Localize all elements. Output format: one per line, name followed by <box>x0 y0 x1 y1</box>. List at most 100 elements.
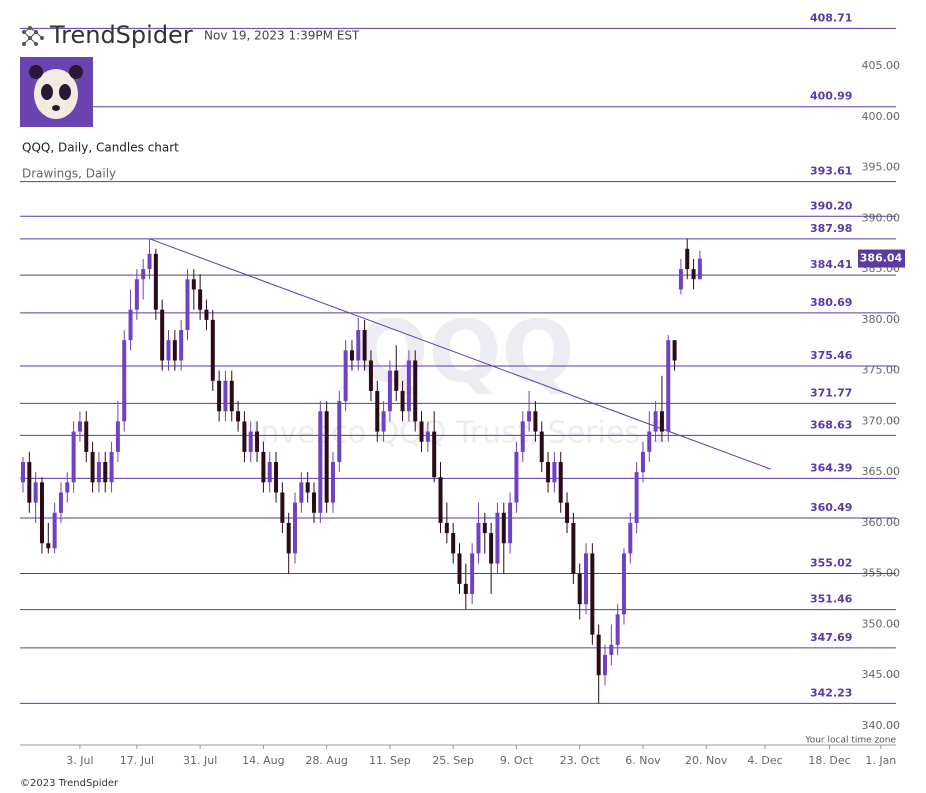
candle-body <box>501 512 506 544</box>
y-tick-label: 405.00 <box>862 59 901 72</box>
candle-body <box>141 269 146 280</box>
candle-body <box>134 279 139 310</box>
y-tick-label: 350.00 <box>862 617 901 630</box>
candle-body <box>185 279 190 331</box>
candle-body <box>470 553 475 595</box>
candle-body <box>293 502 298 554</box>
candle-body <box>147 253 152 270</box>
candle-body <box>153 253 158 310</box>
x-tick-label: 9. Oct <box>500 754 534 767</box>
candle-body <box>685 248 690 270</box>
candle-body <box>691 269 696 280</box>
candle-body <box>444 522 449 534</box>
x-tick-label: 14. Aug <box>242 754 284 767</box>
candle-body <box>261 451 266 483</box>
x-tick-label: 6. Nov <box>625 754 661 767</box>
candle-body <box>210 319 215 381</box>
candle-body <box>621 553 626 615</box>
candle-body <box>539 431 544 463</box>
x-tick-label: 23. Oct <box>560 754 601 767</box>
x-tick-label: 18. Dec <box>808 754 850 767</box>
chart-title: QQQ, Daily, Candles chart <box>22 141 179 155</box>
candle-body <box>552 462 557 483</box>
x-tick-label: 25. Sep <box>432 754 474 767</box>
candle-body <box>267 462 272 483</box>
candle-body <box>577 573 582 605</box>
x-tick-label: 31. Jul <box>183 754 217 767</box>
candle-body <box>122 340 127 422</box>
candle-body <box>438 477 443 523</box>
candle-body <box>96 462 101 483</box>
candle-body <box>349 350 354 361</box>
candle-body <box>463 583 468 595</box>
y-tick-label: 340.00 <box>862 719 901 732</box>
candle-body <box>84 421 89 452</box>
y-tick-label: 365.00 <box>862 465 901 478</box>
candle-body <box>172 340 177 361</box>
candle-body <box>375 390 380 432</box>
candle-body <box>71 431 76 483</box>
candle-body <box>33 482 38 503</box>
candle-body <box>520 421 525 452</box>
candle-body <box>476 522 481 554</box>
level-label: 371.77 <box>810 386 852 399</box>
x-tick-label: 28. Aug <box>305 754 347 767</box>
level-label: 380.69 <box>810 296 852 309</box>
candle-body <box>558 462 563 503</box>
level-label: 364.39 <box>810 461 852 474</box>
level-label: 387.98 <box>810 222 852 235</box>
level-label: 355.02 <box>810 557 852 570</box>
x-tick-label: 4. Dec <box>747 754 782 767</box>
candle-body <box>387 370 392 412</box>
candle-body <box>255 431 260 452</box>
candle-body <box>191 279 196 290</box>
candle-body <box>406 360 411 412</box>
candle-body <box>394 370 399 391</box>
candle-body <box>39 482 44 544</box>
candle-body <box>65 482 70 493</box>
last-price-label: 386.04 <box>860 252 903 265</box>
y-tick-label: 345.00 <box>862 668 901 681</box>
candle-body <box>109 451 114 483</box>
level-label: 400.99 <box>810 90 852 103</box>
candle-body <box>242 421 247 452</box>
watermark-subtitle: Invesco QQQ Trust, Series 1 <box>251 416 668 451</box>
candle-body <box>609 644 614 655</box>
timezone-note: Your local time zone <box>804 736 896 746</box>
candle-body <box>508 502 513 544</box>
candle-body <box>533 411 538 432</box>
candle-body <box>457 553 462 584</box>
avatar <box>20 57 93 127</box>
level-label: 368.63 <box>810 418 852 431</box>
candle-body <box>77 421 82 432</box>
candle-body <box>337 401 342 463</box>
candle-body <box>697 258 702 280</box>
candle-body <box>198 289 203 310</box>
candle-body <box>58 492 63 513</box>
candle-body <box>647 431 652 452</box>
y-tick-label: 380.00 <box>862 313 901 326</box>
candle-body <box>489 533 494 564</box>
y-tick-label: 400.00 <box>862 110 901 123</box>
candle-body <box>602 654 607 676</box>
candle-body <box>305 482 310 493</box>
candle-body <box>666 340 671 432</box>
logo-icon <box>22 26 44 46</box>
level-label: 360.49 <box>810 501 852 514</box>
y-tick-label: 395.00 <box>862 161 901 174</box>
logo: TrendSpider <box>22 21 193 49</box>
level-label: 390.20 <box>810 199 853 212</box>
y-tick-label: 370.00 <box>862 414 901 427</box>
candle-body <box>274 462 279 493</box>
candle-body <box>514 451 519 503</box>
candle-body <box>495 512 500 564</box>
candle-body <box>368 360 373 391</box>
candle-body <box>324 411 329 503</box>
candle-body <box>90 451 95 483</box>
candle-body <box>115 421 120 452</box>
candle-body <box>640 451 645 473</box>
candle-body <box>634 472 639 523</box>
candle-body <box>20 462 25 483</box>
candle-body <box>299 482 304 503</box>
